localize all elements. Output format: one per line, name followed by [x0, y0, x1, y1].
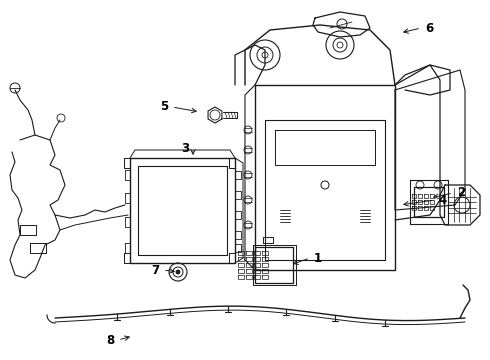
Text: 4: 4: [439, 194, 447, 207]
Text: 5: 5: [160, 100, 168, 113]
Text: 3: 3: [181, 141, 189, 154]
Text: 6: 6: [425, 22, 433, 35]
Text: 7: 7: [151, 264, 159, 276]
Text: 8: 8: [106, 333, 114, 346]
Text: 2: 2: [457, 186, 465, 199]
Text: 1: 1: [314, 252, 322, 265]
Circle shape: [176, 270, 180, 274]
